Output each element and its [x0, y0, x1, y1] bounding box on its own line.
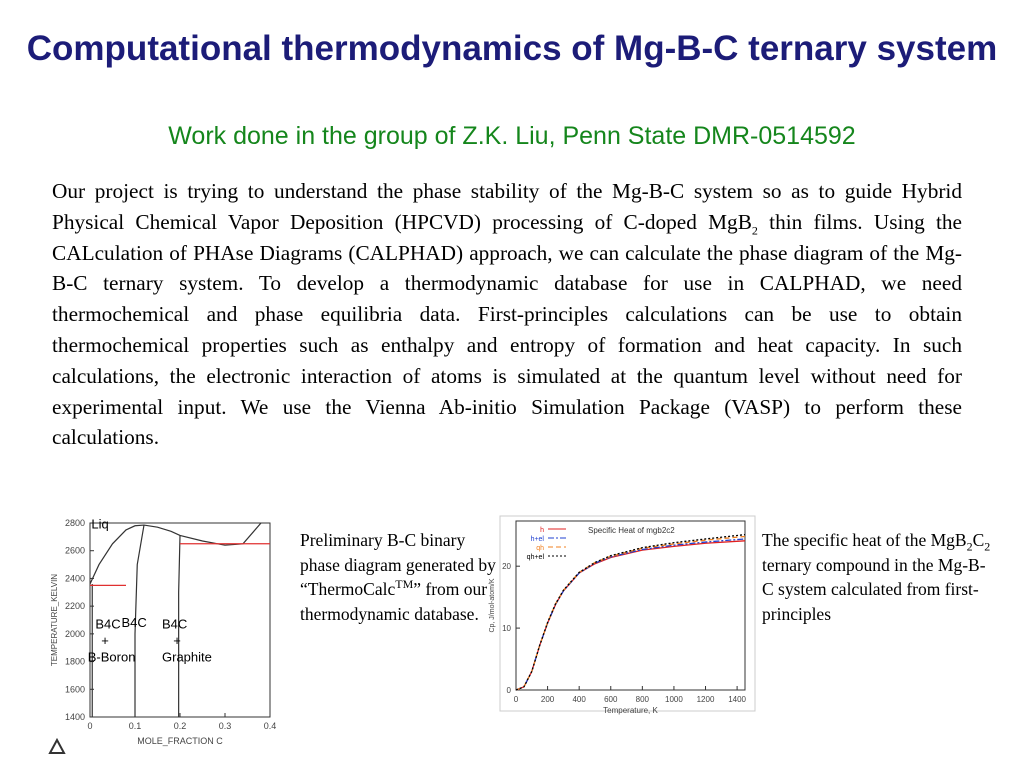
figure-frame: [499, 515, 756, 712]
x-tick-label: 600: [604, 695, 618, 704]
y-tick-label: 20: [502, 562, 511, 571]
x-tick-label: 0.3: [219, 721, 232, 731]
x-tick-label: 1400: [728, 695, 746, 704]
x-tick-label: 1000: [665, 695, 683, 704]
text: ternary compound in the Mg-B-C system ca…: [762, 554, 986, 624]
y-tick-label: 2000: [65, 629, 85, 639]
paragraph: Our project is trying to understand the …: [52, 176, 962, 453]
subtitle: Work done in the group of Z.K. Liu, Penn…: [168, 122, 856, 150]
x-tick-label: 0.1: [129, 721, 142, 731]
region-label: B4C: [122, 615, 147, 630]
line-series: [515, 533, 746, 691]
legend-label: h+el: [531, 536, 545, 543]
region-label: +: [101, 633, 109, 648]
subscript: 2: [751, 223, 758, 238]
text: Our project is trying to understand the …: [52, 179, 962, 234]
x-tick-label: 0.4: [264, 721, 277, 731]
subscript: 2: [984, 539, 991, 554]
y-axis-label: Cp, J/mol-atom/K: [489, 578, 496, 632]
y-tick-label: 2800: [65, 518, 85, 528]
y-tick-label: 2200: [65, 601, 85, 611]
legend-label: h: [540, 527, 544, 534]
plot-area: [515, 520, 746, 691]
x-axis-label: Temperature, K: [603, 706, 658, 715]
title: Computational thermodynamics of Mg-B-C t…: [26, 29, 998, 68]
y-tick-label: 2400: [65, 573, 85, 583]
x-tick-label: 0: [87, 721, 92, 731]
text: The specific heat of the MgB: [762, 530, 967, 550]
line-series: [515, 535, 746, 691]
x-tick-label: 1200: [697, 695, 715, 704]
superscript: TM: [395, 577, 414, 592]
text: C: [972, 530, 985, 550]
text: Preliminary B-C binary phase diagram gen…: [300, 530, 496, 600]
x-tick-label: 0.2: [174, 721, 187, 731]
region-label: Graphite: [162, 650, 212, 665]
legend-label: qh+el: [527, 554, 545, 561]
region-label: B4C: [95, 616, 120, 631]
x-tick-label: 800: [636, 695, 650, 704]
x-tick-label: 0: [514, 695, 519, 704]
line-series: [134, 524, 145, 717]
y-tick-label: 1800: [65, 657, 85, 667]
x-tick-label: 200: [541, 695, 555, 704]
text: ” from our thermodynamic database.: [300, 579, 488, 624]
region-label: B4C: [162, 616, 187, 631]
x-axis-label: MOLE_FRACTION C: [137, 736, 223, 746]
y-axis-label: TEMPERATURE_KELVIN: [50, 574, 59, 666]
y-tick-label: 2600: [65, 546, 85, 556]
legend-label: qh: [536, 545, 544, 552]
subscript: 2: [966, 539, 973, 554]
chart-title: Specific Heat of mgb2c2: [588, 526, 675, 535]
caption: The specific heat of the MgB2C2 ternary …: [762, 528, 997, 626]
region-label: B-Boron: [88, 650, 136, 665]
line-series: [178, 535, 181, 717]
region-label: +: [173, 633, 181, 648]
y-tick-label: 0: [507, 686, 512, 695]
caption: Preliminary B-C binary phase diagram gen…: [300, 528, 500, 626]
y-tick-label: 10: [502, 624, 511, 633]
text: thin films. Using the CALculation of PHA…: [52, 209, 962, 450]
region-label: Liq: [91, 517, 108, 532]
y-tick-label: 1600: [65, 684, 85, 694]
logo: [48, 737, 66, 754]
y-tick-label: 1400: [65, 712, 85, 722]
line-series: [89, 522, 262, 585]
x-tick-label: 400: [572, 695, 586, 704]
